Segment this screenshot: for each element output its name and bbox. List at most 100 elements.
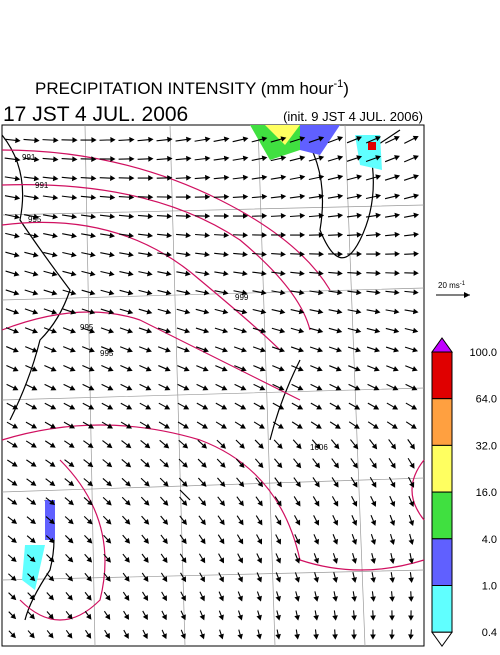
wind-arrow [270,136,287,143]
wind-arrow [121,477,131,487]
wind-arrow [232,136,249,143]
wind-arrow [294,629,300,640]
vector-scale-arrow [436,292,470,298]
wind-arrow [232,213,249,219]
wind-arrow [237,610,243,621]
wind-arrow [65,630,73,639]
wind-arrow [313,610,319,621]
wind-arrow [61,156,78,163]
wind-arrow [4,137,21,144]
wind-arrow [218,572,224,583]
wind-arrow [213,174,230,181]
wind-arrow [122,534,131,544]
wind-arrow [195,308,210,315]
wind-arrow [370,629,376,640]
wind-arrow [384,174,401,181]
wind-arrow [160,515,169,525]
wind-arrow [366,327,381,334]
wind-arrow [178,458,188,468]
wind-arrow [332,515,339,526]
wind-arrow [255,477,264,488]
wind-arrow [180,610,186,621]
wind-arrow [5,327,19,334]
wind-arrow [256,591,262,602]
wind-arrow [275,553,281,564]
wind-arrow [272,421,284,429]
wind-arrow [138,270,153,277]
wind-arrow [404,327,419,334]
wind-arrow [103,553,111,563]
wind-arrow [25,440,37,448]
wind-arrow [272,383,285,391]
wind-arrow [26,554,36,563]
wind-arrow [84,553,93,563]
wind-arrow [274,458,283,469]
wind-arrow [160,572,168,583]
wind-arrow [332,553,338,564]
wind-arrow [404,135,419,144]
wind-arrow [407,457,415,469]
wind-arrow [180,629,186,640]
wind-arrow [385,308,400,315]
wind-arrow [199,572,205,583]
wind-arrow [388,439,397,450]
wind-arrow [251,193,268,200]
wind-arrow [43,251,58,258]
wind-arrow [83,459,94,468]
wind-vectors: 991 991 995 995 995 999 1006 [4,135,420,640]
wind-arrow [6,421,19,429]
wind-arrow [347,308,362,315]
wind-arrow [176,346,190,353]
wind-arrow [312,496,320,507]
wind-arrow [81,251,96,258]
wind-arrow [289,155,306,162]
wind-arrow [294,553,300,564]
wind-arrow [195,270,210,277]
wind-arrow [194,174,211,181]
wind-arrow [176,289,191,296]
wind-arrow [140,496,150,506]
wind-arrow [100,270,115,277]
wind-arrow [64,478,75,487]
wind-arrow [120,365,133,372]
wind-arrow [195,289,210,296]
wind-arrow [385,251,400,257]
wind-arrow [234,365,247,372]
wind-arrow [177,365,190,372]
wind-arrow [403,155,419,163]
wind-arrow [367,402,380,410]
wind-arrow [62,327,77,334]
vector-scale-sup: -1 [460,281,466,287]
wind-arrow [137,156,154,162]
wind-arrow [347,346,362,353]
wind-arrow [233,308,248,315]
wind-arrow [275,534,282,545]
wind-arrow [85,629,92,639]
wind-arrow [235,439,245,449]
wind-arrow [389,572,395,583]
wind-arrow [100,232,115,239]
wind-arrow [272,365,285,372]
wind-arrow [160,534,168,544]
vector-scale-label: 20 ms-1 [438,281,466,290]
wind-arrow [308,136,325,143]
wind-arrow [138,327,153,334]
wind-arrow [404,251,419,257]
wind-arrow [290,308,305,315]
wind-arrow [46,573,55,582]
wind-arrow [42,156,59,163]
wind-arrow [103,610,111,620]
wind-arrow [120,421,132,429]
wind-arrow [175,155,192,162]
wind-arrow [81,327,96,334]
wind-arrow [159,458,169,468]
wind-arrow [138,289,153,296]
wind-arrow [26,478,37,486]
wind-arrow [64,497,74,506]
wind-arrow [5,232,20,239]
wind-arrow [161,610,167,621]
wind-arrow [329,383,342,391]
wind-arrow [271,327,286,334]
wind-arrow [82,365,95,372]
contour-label: 991 [22,153,36,162]
